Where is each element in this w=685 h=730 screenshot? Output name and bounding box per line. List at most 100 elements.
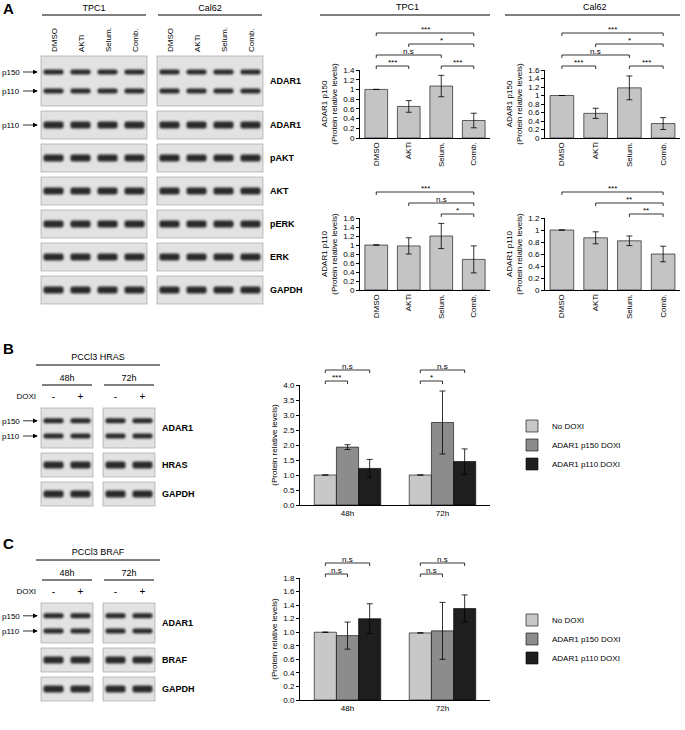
svg-text:Comb.: Comb. <box>659 142 668 166</box>
svg-text:ERK: ERK <box>270 252 290 262</box>
svg-text:DMSO: DMSO <box>50 28 59 52</box>
svg-text:+: + <box>140 391 146 402</box>
svg-text:3.5: 3.5 <box>283 396 295 405</box>
svg-text:ADAR1 p150(Protein relative le: ADAR1 p150(Protein relative levels) <box>505 63 524 145</box>
svg-text:1.4: 1.4 <box>343 66 355 75</box>
svg-text:n.s: n.s <box>437 555 448 564</box>
svg-text:0.8: 0.8 <box>343 250 355 259</box>
svg-text:0.8: 0.8 <box>528 100 540 109</box>
svg-text:Selum.: Selum. <box>437 142 446 167</box>
svg-text:0.4: 0.4 <box>343 114 355 123</box>
svg-text:48h: 48h <box>59 568 74 578</box>
svg-text:0.6: 0.6 <box>528 108 540 117</box>
svg-text:Selum.: Selum. <box>625 142 634 167</box>
svg-text:*: * <box>456 206 459 215</box>
svg-text:-: - <box>114 391 117 402</box>
svg-text:Cal62: Cal62 <box>198 3 222 13</box>
svg-text:(Protein relative levels): (Protein relative levels) <box>270 404 279 486</box>
svg-text:+: + <box>78 586 84 597</box>
svg-text:1.2: 1.2 <box>343 232 355 241</box>
svg-text:n.s: n.s <box>437 362 448 371</box>
svg-text:No DOXI: No DOXI <box>552 616 584 625</box>
svg-text:GAPDH: GAPDH <box>270 285 303 295</box>
svg-text:0: 0 <box>535 286 540 295</box>
svg-text:***: *** <box>608 25 617 34</box>
svg-text:p110: p110 <box>2 121 20 130</box>
svg-text:0.0: 0.0 <box>283 696 295 705</box>
svg-text:3.0: 3.0 <box>283 411 295 420</box>
svg-text:ADAR1 p110(Protein relative le: ADAR1 p110(Protein relative levels) <box>320 213 339 295</box>
svg-text:1: 1 <box>535 226 540 235</box>
svg-text:Comb.: Comb. <box>469 294 478 318</box>
svg-text:Selum.: Selum. <box>220 27 229 52</box>
svg-text:***: *** <box>421 25 430 34</box>
svg-text:AKT: AKT <box>270 186 289 196</box>
svg-text:B: B <box>3 340 14 357</box>
svg-text:0.2: 0.2 <box>343 124 355 133</box>
svg-text:n.s: n.s <box>342 555 353 564</box>
svg-text:ADAR1 p150(Protein relative le: ADAR1 p150(Protein relative levels) <box>320 63 339 145</box>
svg-text:Selum.: Selum. <box>437 294 446 319</box>
svg-text:1.6: 1.6 <box>283 587 295 596</box>
svg-text:48h: 48h <box>59 373 74 383</box>
svg-text:0.6: 0.6 <box>343 105 355 114</box>
svg-text:0.4: 0.4 <box>283 669 295 678</box>
svg-text:Comb.: Comb. <box>131 28 140 52</box>
svg-text:1: 1 <box>535 91 540 100</box>
svg-text:PCCl3 BRAF: PCCl3 BRAF <box>72 547 125 557</box>
svg-text:1.6: 1.6 <box>343 214 355 223</box>
svg-text:PCCl3 HRAS: PCCl3 HRAS <box>71 352 125 362</box>
svg-text:-: - <box>52 586 55 597</box>
svg-text:ADAR1 p110(Protein relative le: ADAR1 p110(Protein relative levels) <box>505 213 524 295</box>
svg-text:AKTi: AKTi <box>591 294 600 311</box>
svg-text:p150: p150 <box>2 417 20 426</box>
svg-text:n.s: n.s <box>342 362 353 371</box>
svg-text:n.s: n.s <box>403 47 414 56</box>
svg-text:72h: 72h <box>436 509 449 518</box>
svg-text:DMSO: DMSO <box>166 28 175 52</box>
svg-text:*: * <box>628 36 631 45</box>
svg-text:(Protein relative levels): (Protein relative levels) <box>270 598 279 680</box>
svg-text:0.6: 0.6 <box>343 259 355 268</box>
svg-text:1.4: 1.4 <box>283 601 295 610</box>
svg-text:0: 0 <box>535 134 540 143</box>
svg-text:0.4: 0.4 <box>528 262 540 271</box>
svg-text:72h: 72h <box>436 704 449 713</box>
svg-text:+: + <box>78 391 84 402</box>
svg-text:pAKT: pAKT <box>270 153 294 163</box>
svg-text:ADAR1: ADAR1 <box>162 423 193 433</box>
svg-text:1.5: 1.5 <box>283 456 295 465</box>
svg-text:+: + <box>140 586 146 597</box>
svg-text:Selum.: Selum. <box>104 27 113 52</box>
svg-text:1.2: 1.2 <box>528 83 540 92</box>
svg-text:***: *** <box>388 58 397 67</box>
svg-text:0.6: 0.6 <box>528 250 540 259</box>
svg-text:0.5: 0.5 <box>283 486 295 495</box>
svg-text:0: 0 <box>350 286 355 295</box>
svg-text:1.0: 1.0 <box>283 471 295 480</box>
svg-text:0.8: 0.8 <box>343 95 355 104</box>
svg-text:DMSO: DMSO <box>372 142 381 166</box>
svg-text:C: C <box>3 535 14 552</box>
svg-text:DMSO: DMSO <box>557 142 566 166</box>
svg-text:GAPDH: GAPDH <box>162 489 195 499</box>
svg-text:1.6: 1.6 <box>528 66 540 75</box>
svg-text:48h: 48h <box>341 509 354 518</box>
svg-text:1.2: 1.2 <box>283 614 295 623</box>
svg-text:*: * <box>440 36 443 45</box>
svg-text:0.8: 0.8 <box>528 238 540 247</box>
svg-text:Comb.: Comb. <box>659 294 668 318</box>
svg-text:AKTi: AKTi <box>404 142 413 159</box>
svg-text:0.2: 0.2 <box>528 274 540 283</box>
svg-text:-: - <box>114 586 117 597</box>
svg-text:**: ** <box>643 206 649 215</box>
svg-text:HRAS: HRAS <box>162 460 188 470</box>
svg-text:1: 1 <box>350 85 355 94</box>
svg-text:***: *** <box>608 184 617 193</box>
svg-text:2.5: 2.5 <box>283 426 295 435</box>
svg-text:Comb.: Comb. <box>247 28 256 52</box>
svg-text:Comb.: Comb. <box>469 142 478 166</box>
svg-text:0.2: 0.2 <box>343 277 355 286</box>
svg-text:ADAR1 p150 DOXI: ADAR1 p150 DOXI <box>552 441 620 450</box>
svg-text:-: - <box>52 391 55 402</box>
